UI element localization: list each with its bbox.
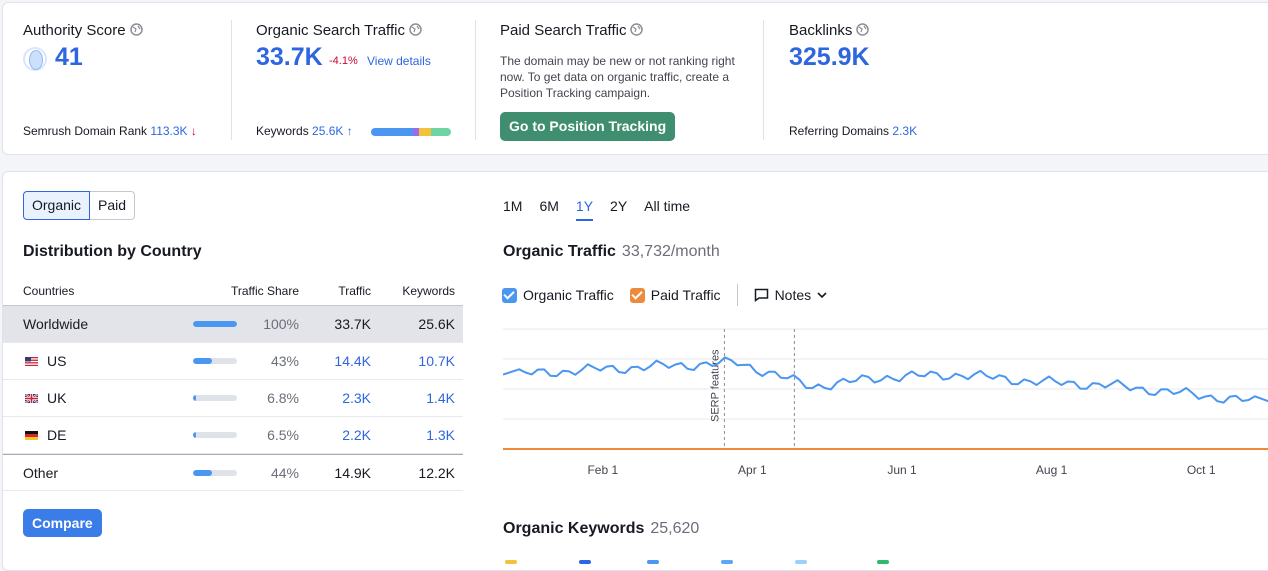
- divider: [736, 284, 738, 306]
- range-2y[interactable]: 2Y: [610, 198, 628, 214]
- divider: [475, 20, 476, 140]
- globe-icon[interactable]: [630, 23, 644, 36]
- domain-rank-value[interactable]: 113.3K: [150, 124, 188, 138]
- authority-score-gauge: [23, 47, 47, 71]
- table-row-worldwide[interactable]: Worldwide 100% 33.7K 25.6K: [3, 306, 463, 343]
- arrow-down-icon: ↓: [190, 124, 197, 138]
- header-traffic-share[interactable]: Traffic Share: [230, 284, 299, 298]
- uk-flag-icon: [25, 394, 38, 403]
- range-1m[interactable]: 1M: [503, 198, 523, 214]
- chart-grid: [503, 328, 1268, 450]
- checkbox-checked-icon[interactable]: [502, 287, 517, 303]
- chevron-down-icon: [817, 292, 827, 299]
- compare-button[interactable]: Compare: [23, 509, 102, 537]
- table-row-de[interactable]: DE 6.5% 2.2K 1.3K: [3, 417, 463, 454]
- chart-annotations: SERP features: [709, 329, 795, 449]
- organic-traffic-widget: Organic Search Traffic: [256, 3, 466, 156]
- domain-rank: Semrush Domain Rank 113.3K ↓: [23, 124, 197, 138]
- paid-traffic-widget: Paid Search Traffic: [500, 3, 740, 156]
- traffic-share-bar: [193, 470, 237, 476]
- x-tick-label: Apr 1: [738, 463, 767, 477]
- table-row-us[interactable]: US 43% 14.4K 10.7K: [3, 343, 463, 380]
- paid-traffic-title: Paid Search Traffic: [500, 22, 644, 39]
- de-flag-icon: [25, 431, 38, 440]
- header-traffic[interactable]: Traffic: [338, 284, 371, 298]
- organic-keywords-title: Organic Keywords 25,620: [503, 520, 700, 537]
- header-countries[interactable]: Countries: [23, 284, 75, 298]
- chart-legend: Organic Traffic Paid Traffic Notes: [502, 284, 843, 306]
- legend-paid-traffic[interactable]: Paid Traffic: [629, 287, 721, 303]
- authority-score-title: Authority Score: [23, 22, 143, 39]
- keywords-distribution-bar: [371, 128, 451, 136]
- organic-traffic-title: Organic Search Traffic: [256, 22, 422, 39]
- table-row-other[interactable]: Other 44% 14.9K 12.2K: [3, 454, 463, 491]
- organic-keywords-value: 25,620: [650, 520, 700, 537]
- traffic-share-bar: [193, 432, 237, 438]
- range-all-time[interactable]: All time: [644, 198, 691, 214]
- go-to-position-tracking-button[interactable]: Go to Position Tracking: [500, 112, 676, 141]
- annotation-label: SERP features: [709, 349, 721, 422]
- authority-score-widget: Authority Score: [23, 3, 223, 156]
- x-tick-label: Aug 1: [1036, 463, 1068, 477]
- organic-traffic-value[interactable]: 33.7K: [256, 43, 323, 71]
- table-header: Countries Traffic Share Traffic Keywords: [3, 280, 463, 306]
- traffic-share-bar: [193, 358, 237, 364]
- organic-keywords: Keywords 25.6K ↑: [256, 124, 353, 138]
- divider: [231, 20, 232, 140]
- date-range-tabs: 1M 6M 1Y 2Y All time: [503, 198, 707, 221]
- globe-icon[interactable]: [856, 23, 870, 36]
- traffic-share-bar: [193, 321, 237, 327]
- legend-organic-traffic[interactable]: Organic Traffic: [502, 287, 614, 303]
- organic-paid-toggle: Organic Paid: [23, 191, 136, 220]
- chart-series: [503, 356, 1268, 450]
- checkbox-checked-icon[interactable]: [629, 287, 645, 303]
- note-icon: [754, 288, 768, 302]
- country-table: Countries Traffic Share Traffic Keywords…: [3, 280, 463, 491]
- backlinks-value[interactable]: 325.9K: [789, 43, 870, 71]
- range-1y[interactable]: 1Y: [575, 198, 594, 221]
- tab-organic[interactable]: Organic: [23, 191, 91, 220]
- authority-score-value: 41: [55, 43, 83, 71]
- range-6m[interactable]: 6M: [539, 198, 559, 214]
- traffic-share-bar: [193, 395, 237, 401]
- main-card: Organic Paid Distribution by Country Cou…: [2, 171, 1268, 571]
- series-line-organic-traffic[interactable]: [503, 356, 1268, 404]
- paid-traffic-description: The domain may be new or not ranking rig…: [500, 54, 735, 100]
- organic-keywords-value[interactable]: 25.6K: [312, 124, 344, 138]
- divider: [763, 20, 764, 140]
- x-tick-label: Feb 1: [587, 463, 618, 477]
- organic-traffic-chart-title: Organic Traffic 33,732/month: [503, 243, 720, 260]
- referring-domains: Referring Domains 2.3K: [789, 124, 918, 138]
- notes-dropdown[interactable]: Notes: [754, 287, 828, 303]
- globe-icon[interactable]: [129, 23, 143, 36]
- x-tick-label: Oct 1: [1187, 463, 1216, 477]
- backlinks-title: Backlinks: [789, 22, 870, 39]
- globe-icon[interactable]: [409, 23, 422, 36]
- header-keywords[interactable]: Keywords: [402, 284, 455, 298]
- us-flag-icon: [25, 357, 38, 366]
- view-details-link[interactable]: View details: [367, 54, 431, 68]
- x-axis: Feb 1 Apr 1 Jun 1 Aug 1 Oct 1: [587, 463, 1215, 477]
- organic-traffic-change: -4.1%: [329, 55, 358, 67]
- arrow-up-icon: ↑: [346, 124, 353, 138]
- table-row-uk[interactable]: UK 6.8% 2.3K 1.4K: [3, 380, 463, 417]
- referring-domains-value[interactable]: 2.3K: [892, 124, 918, 138]
- tab-paid[interactable]: Paid: [90, 191, 136, 220]
- backlinks-widget: Backlinks: [789, 3, 989, 156]
- overview-card: Authority Score 41 Semrush Domain Rank 1…: [2, 2, 1268, 155]
- distribution-title: Distribution by Country: [23, 243, 202, 260]
- x-tick-label: Jun 1: [887, 463, 917, 477]
- organic-traffic-subtitle: 33,732/month: [621, 243, 720, 260]
- organic-traffic-chart[interactable]: Feb 1 Apr 1 Jun 1 Aug 1 Oct 1 SERP features: [503, 324, 1268, 484]
